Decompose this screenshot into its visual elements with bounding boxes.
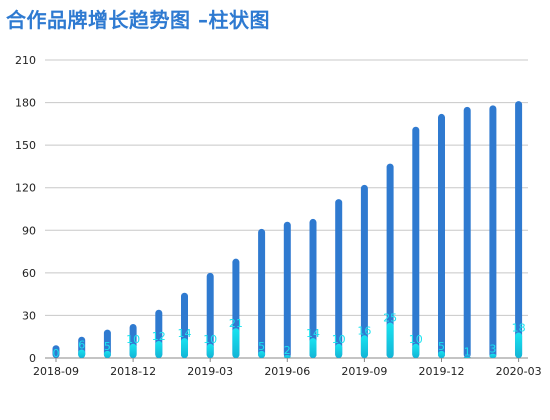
new-bar: [335, 343, 343, 358]
new-bar: [463, 356, 471, 358]
data-label: 6: [78, 338, 85, 351]
new-bar: [489, 353, 497, 358]
data-label: 10: [409, 333, 423, 346]
x-tick-label: 2019-09: [341, 365, 387, 378]
y-tick-label: 120: [15, 182, 36, 195]
total-bar: [515, 101, 523, 359]
new-bar: [258, 350, 266, 358]
total-bar: [412, 126, 420, 358]
total-bar: [206, 272, 214, 358]
new-bar: [181, 338, 188, 358]
total-bar: [489, 105, 497, 359]
data-label: 5: [258, 340, 265, 353]
x-tick-label: 2019-06: [264, 365, 310, 378]
total-bar: [360, 184, 368, 358]
new-bar: [438, 350, 445, 358]
x-tick-label: 2019-03: [187, 365, 233, 378]
x-tick-label: 2018-09: [33, 365, 79, 378]
total-bar: [463, 106, 471, 358]
x-tick-label: 2019-12: [419, 365, 465, 378]
y-tick-label: 90: [22, 224, 36, 237]
y-tick-label: 60: [22, 267, 36, 280]
total-bar: [103, 329, 111, 358]
data-label: 21: [229, 317, 243, 330]
new-bar: [412, 343, 420, 358]
y-tick-label: 0: [29, 352, 36, 365]
data-label: 14: [178, 327, 192, 340]
data-label: 18: [512, 321, 526, 334]
new-bar: [232, 328, 240, 358]
data-label: 0: [53, 347, 60, 360]
new-bar: [283, 355, 291, 358]
new-bar: [129, 343, 137, 358]
total-bar: [335, 199, 343, 358]
new-bar: [155, 340, 163, 358]
chart-title: 合作品牌增长趋势图 –柱状图: [6, 8, 270, 32]
y-tick-label: 210: [15, 54, 36, 67]
y-tick-label: 30: [22, 309, 36, 322]
total-bar: [386, 163, 394, 358]
data-label: 10: [126, 333, 140, 346]
total-bar: [283, 221, 291, 358]
y-tick-label: 180: [15, 97, 36, 110]
data-label: 1: [464, 346, 471, 359]
y-tick-label: 150: [15, 139, 36, 152]
data-label: 10: [332, 333, 346, 346]
total-bar: [309, 218, 317, 358]
x-tick-label: 2018-12: [110, 365, 156, 378]
new-bar: [103, 350, 111, 358]
data-label: 10: [203, 333, 217, 346]
new-bar: [206, 343, 214, 358]
total-bar: [258, 228, 266, 358]
data-label: 3: [489, 343, 496, 356]
data-label: 5: [104, 340, 111, 353]
data-label: 5: [438, 340, 445, 353]
new-bar: [515, 332, 523, 358]
x-tick-label: 2020-03: [496, 365, 542, 378]
new-bar: [309, 338, 317, 358]
new-bar: [386, 322, 394, 358]
data-label: 12: [152, 330, 166, 343]
data-label: 14: [306, 327, 320, 340]
total-bar: [438, 113, 445, 358]
new-bar: [360, 335, 368, 358]
data-label: 16: [357, 324, 371, 337]
data-label: 2: [284, 344, 291, 357]
total-bar: [52, 345, 60, 358]
data-label: 25: [383, 312, 397, 325]
new-bar: [78, 349, 86, 358]
